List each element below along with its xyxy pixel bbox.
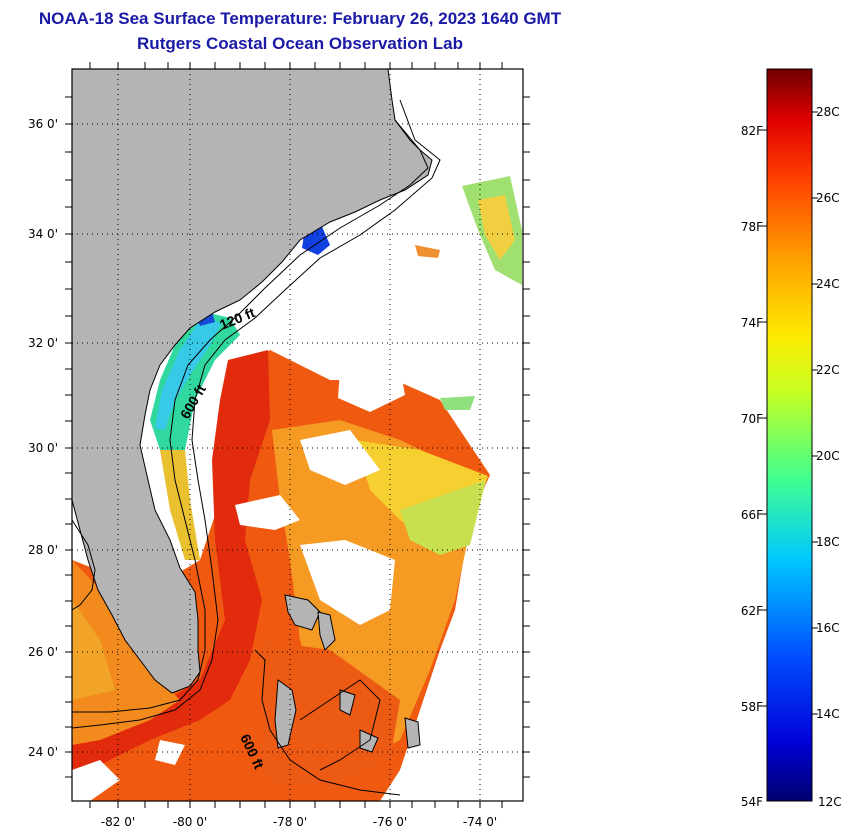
colorbar-ticks [761, 111, 818, 715]
colorbar-label-f: 54F [741, 795, 763, 809]
colorbar-label-c: 28C [816, 105, 840, 119]
colorbar-label-f: 62F [741, 604, 763, 618]
lat-label: 36 0' [28, 117, 58, 131]
frame-ticks [65, 62, 530, 808]
colorbar-label-f: 78F [741, 220, 763, 234]
lat-label: 24 0' [28, 745, 58, 759]
colorbar-label-c: 20C [816, 449, 840, 463]
colorbar-label-c: 14C [816, 707, 840, 721]
colorbar-label-c: 26C [816, 191, 840, 205]
lat-label: 26 0' [28, 645, 58, 659]
lon-label: -78 0' [273, 815, 307, 829]
colorbar-label-f: 58F [741, 700, 763, 714]
latitude-labels: 36 0' 34 0' 32 0' 30 0' 28 0' 26 0' 24 0… [28, 117, 58, 759]
colorbar-label-c: 16C [816, 621, 840, 635]
colorbar-gradient [766, 68, 813, 802]
lon-label: -80 0' [173, 815, 207, 829]
map-area: 120 ft 600 ft 600 ft [72, 69, 523, 801]
colorbar-label-f: 82F [741, 124, 763, 138]
graticule [72, 69, 523, 801]
isobath-contours [72, 99, 441, 796]
temperature-colorbar: 82F 78F 74F 70F 66F 62F 58F 54F 28C 26C … [741, 68, 842, 809]
colorbar-label-c: 24C [816, 277, 840, 291]
lat-label: 30 0' [28, 441, 58, 455]
map-title: NOAA-18 Sea Surface Temperature: Februar… [38, 9, 562, 28]
land-mask [72, 69, 433, 753]
colorbar-label-c: 18C [816, 535, 840, 549]
colorbar-label-f: 70F [741, 412, 763, 426]
lat-label: 34 0' [28, 227, 58, 241]
lon-label: -82 0' [101, 815, 135, 829]
colorbar-label-c: 22C [816, 363, 840, 377]
lat-label: 28 0' [28, 543, 58, 557]
map-subtitle: Rutgers Coastal Ocean Observation Lab [137, 34, 463, 53]
lat-label: 32 0' [28, 336, 58, 350]
colorbar-label-c: 12C [818, 795, 842, 809]
colorbar-label-f: 74F [741, 316, 763, 330]
lon-label: -74 0' [463, 815, 497, 829]
lon-label: -76 0' [373, 815, 407, 829]
colorbar-label-f: 66F [741, 508, 763, 522]
longitude-labels: -82 0' -80 0' -78 0' -76 0' -74 0' [101, 815, 497, 829]
map-frame [71, 68, 524, 802]
